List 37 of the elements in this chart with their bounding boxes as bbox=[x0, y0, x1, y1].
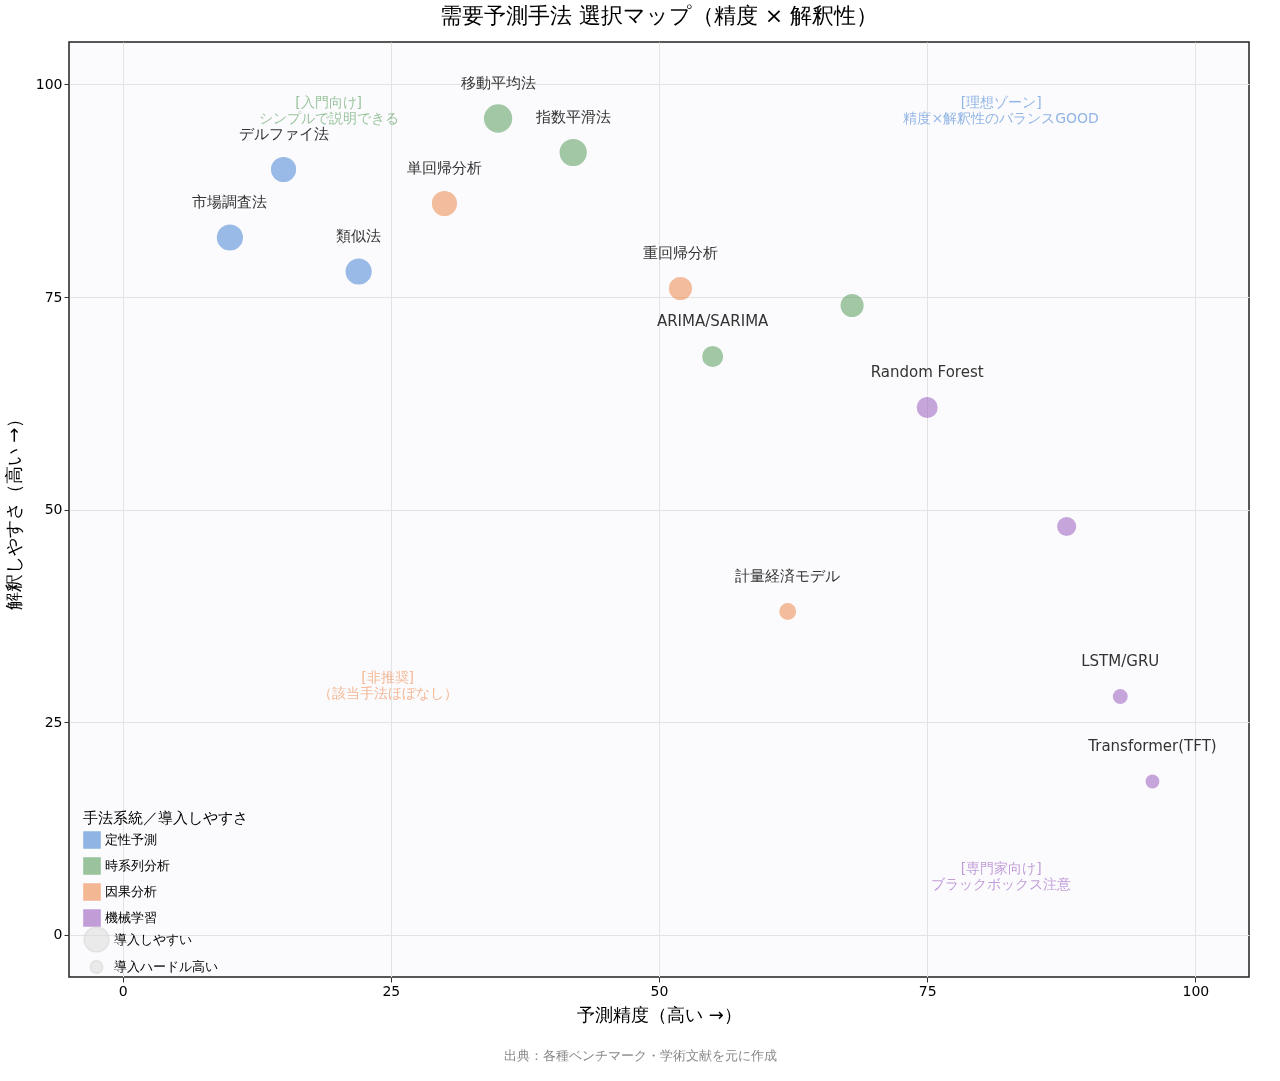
annotation: Transformer(TFT) bbox=[1087, 736, 1217, 755]
y-tick-label: 75 bbox=[44, 288, 63, 305]
annotation: ARIMA/SARIMA bbox=[656, 311, 770, 330]
annotation: [専門家向け] ブラックボックス注意 bbox=[931, 860, 1072, 893]
y-axis-title: 解釈しやすさ（高い →） bbox=[2, 409, 24, 611]
x-tick-label: 100 bbox=[1182, 982, 1210, 999]
annotation: [理想ゾーン] 精度×解釈性のバランスGOOD bbox=[903, 93, 1099, 126]
y-tick-label: 25 bbox=[44, 713, 63, 730]
annotation: LSTM/GRU bbox=[1081, 651, 1160, 670]
x-tick-label: 75 bbox=[918, 982, 937, 999]
legend-label: 因果分析 bbox=[105, 884, 157, 899]
legend-label: 導入ハードル高い bbox=[114, 959, 218, 974]
x-tick-label: 0 bbox=[118, 982, 128, 999]
legend-label: 時系列分析 bbox=[105, 858, 170, 873]
annotation: [非推奨] （該当手法ほぼなし） bbox=[317, 668, 458, 701]
x-tick-label: 25 bbox=[382, 982, 401, 999]
annotation: 移動平均法 bbox=[460, 73, 536, 92]
annotation: デルファイ法 bbox=[238, 124, 329, 143]
legend-label: 導入しやすい bbox=[114, 931, 192, 947]
legend-title: 手法系統／導入しやすさ bbox=[83, 809, 248, 827]
annotation: 単回帰分析 bbox=[406, 158, 482, 177]
annotation: 指数平滑法 bbox=[534, 107, 611, 126]
source-note: 出典：各種ベンチマーク・学術文献を元に作成 bbox=[502, 1047, 778, 1065]
x-axis-title: 予測精度（高い →） bbox=[577, 1003, 742, 1025]
y-tick-label: 100 bbox=[35, 76, 63, 92]
annotation: [入門向け] シンプルで説明できる bbox=[258, 93, 399, 126]
annotation: 市場調査法 bbox=[192, 192, 268, 211]
legend-label: 機械学習 bbox=[105, 910, 157, 925]
annotation: Random Forest bbox=[870, 362, 984, 381]
y-tick-label: 0 bbox=[53, 926, 63, 942]
x-tick-label: 50 bbox=[650, 982, 669, 999]
legend-label: 定性予測 bbox=[105, 832, 157, 847]
annotation: 計量経済モデル bbox=[735, 566, 841, 585]
annotation: 類似法 bbox=[336, 226, 382, 245]
annotation: 重回帰分析 bbox=[642, 243, 718, 262]
chart-title: 需要予測手法 選択マップ（精度 × 解釈性） bbox=[439, 3, 879, 28]
y-tick-label: 50 bbox=[44, 501, 63, 517]
